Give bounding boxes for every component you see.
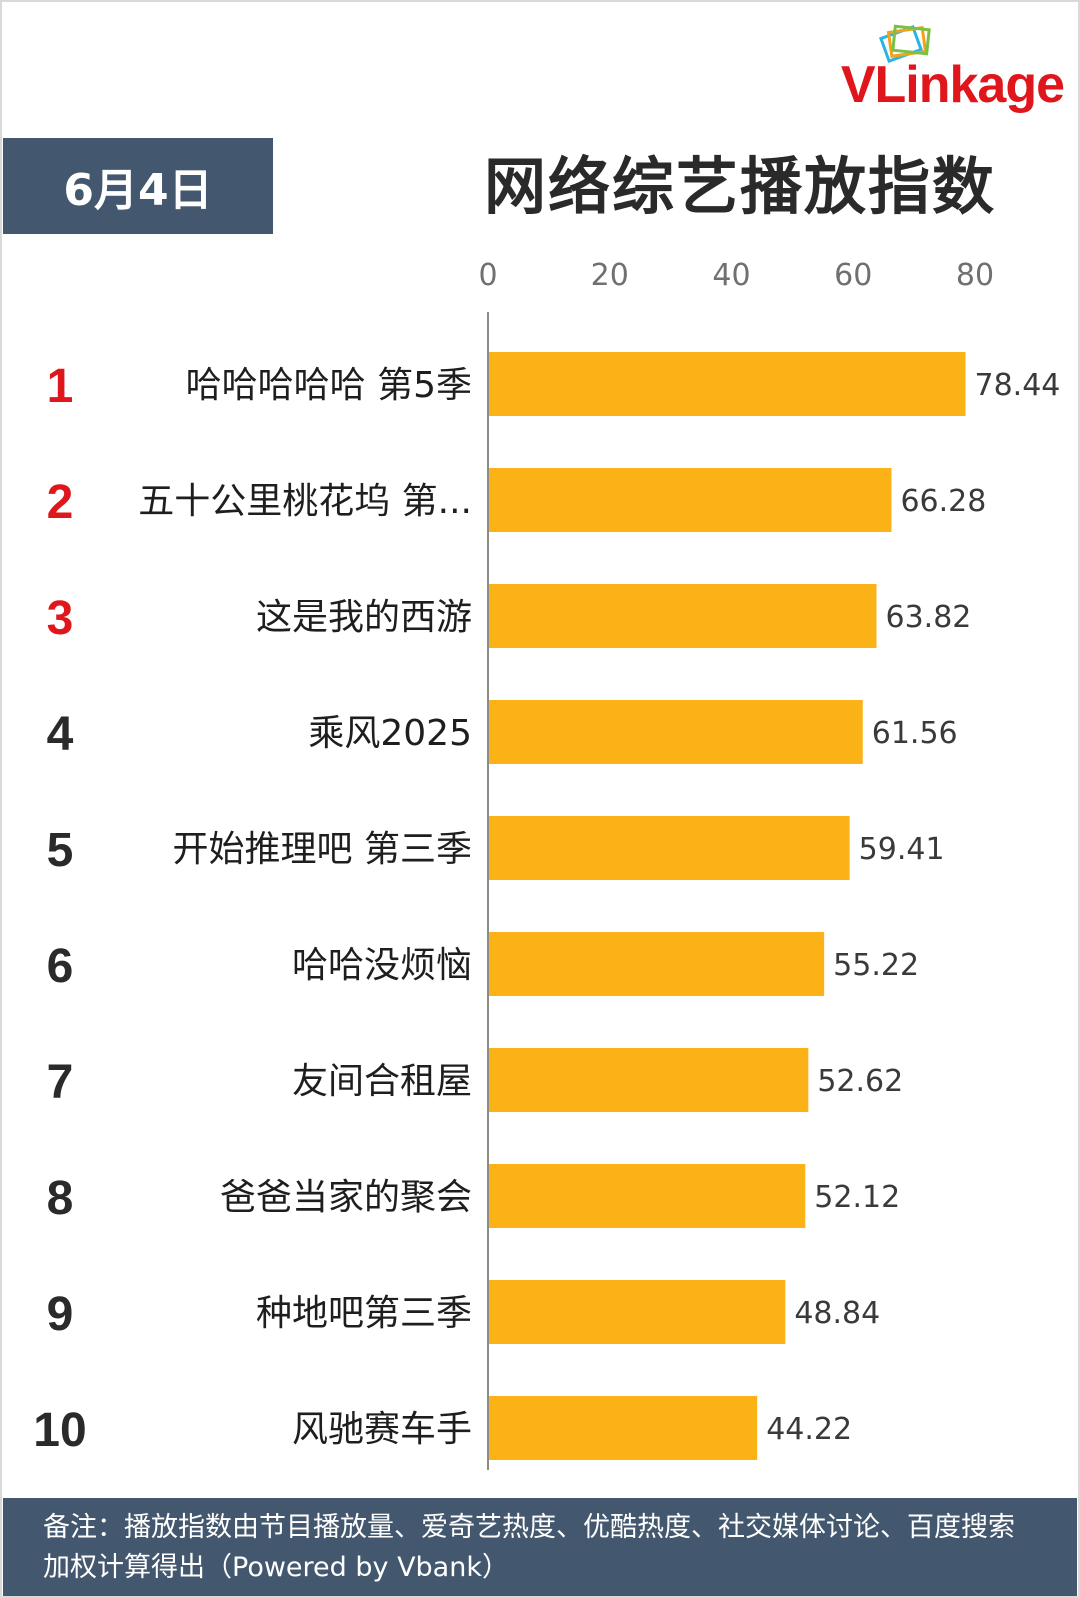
data-label: 48.84 <box>794 1296 880 1331</box>
bar <box>489 352 966 416</box>
rank-number: 4 <box>47 708 74 761</box>
bar <box>489 1164 806 1228</box>
bar <box>489 700 863 764</box>
rank-number: 6 <box>47 940 74 993</box>
rank-number: 10 <box>33 1404 86 1457</box>
x-tick-label: 0 <box>478 258 497 293</box>
data-label: 55.22 <box>833 948 919 983</box>
category-label: 这是我的西游 <box>256 597 472 638</box>
footer-note: 备注：播放指数由节目播放量、爱奇艺热度、优酷热度、社交媒体讨论、百度搜索加权计算… <box>3 1498 1077 1596</box>
category-label: 五十公里桃花坞 第... <box>138 481 472 522</box>
category-label: 风驰赛车手 <box>292 1409 472 1450</box>
data-label: 52.12 <box>814 1180 900 1215</box>
data-label: 78.44 <box>975 368 1061 403</box>
logo-mark-icon <box>878 24 931 64</box>
data-label: 52.62 <box>817 1064 903 1099</box>
rank-number: 2 <box>47 476 74 529</box>
bar <box>489 468 892 532</box>
data-label: 61.56 <box>872 716 958 751</box>
category-label: 乘风2025 <box>308 713 472 754</box>
data-label: 63.82 <box>886 600 972 635</box>
bar <box>489 1280 786 1344</box>
category-label: 哈哈哈哈哈 第5季 <box>186 365 472 406</box>
rank-number: 3 <box>47 592 74 645</box>
data-label: 44.22 <box>766 1412 852 1447</box>
category-label: 哈哈没烦恼 <box>292 945 472 986</box>
rank-number: 1 <box>47 360 74 413</box>
data-label: 59.41 <box>859 832 945 867</box>
bar <box>489 1396 758 1460</box>
rank-number: 5 <box>47 824 74 877</box>
bar-chart: 0 20 40 60 80 78.44 哈哈哈哈哈 第5季 1 66.28 五十公里桃花坞 第..… <box>33 258 1061 1470</box>
rank-number: 9 <box>47 1288 74 1341</box>
x-tick-label: 80 <box>956 258 994 293</box>
category-label: 友间合租屋 <box>292 1061 472 1102</box>
bar <box>489 932 825 996</box>
category-label: 爸爸当家的聚会 <box>220 1177 472 1218</box>
category-label: 开始推理吧 第三季 <box>173 829 472 870</box>
chart-title: 网络综艺播放指数 <box>483 150 996 223</box>
bar <box>489 816 850 880</box>
rank-number: 7 <box>47 1056 74 1109</box>
vlinkage-logo: VLinkage <box>814 20 1065 120</box>
data-label: 66.28 <box>900 484 986 519</box>
rank-number: 8 <box>47 1172 74 1225</box>
bar <box>489 1048 809 1112</box>
logo-text: VLinkage <box>840 56 1065 114</box>
date-label: 6月4日 <box>3 138 273 234</box>
x-tick-label: 60 <box>834 258 872 293</box>
x-tick-label: 40 <box>712 258 750 293</box>
bar <box>489 584 877 648</box>
x-tick-label: 20 <box>591 258 629 293</box>
category-label: 种地吧第三季 <box>256 1293 472 1334</box>
